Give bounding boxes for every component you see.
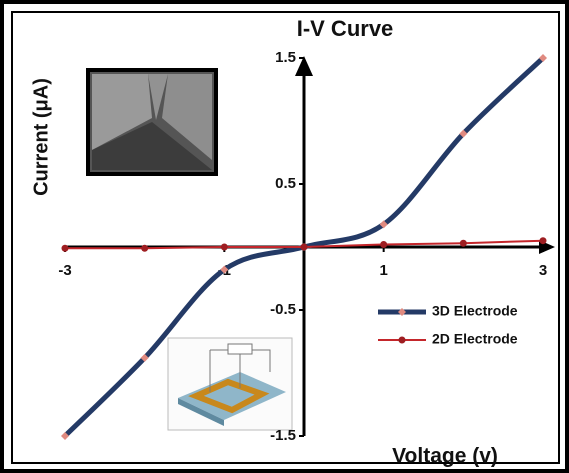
x-tick-label: 1 [379, 262, 387, 279]
data-point [399, 337, 406, 344]
x-axis-label: Voltage (v) [392, 445, 498, 468]
chart-title: I-V Curve [297, 16, 394, 41]
sem-inset [88, 70, 216, 174]
data-point [221, 244, 228, 251]
x-tick-label: 3 [539, 262, 547, 279]
data-point [62, 245, 69, 252]
data-point [460, 240, 467, 247]
data-point [301, 244, 308, 251]
y-tick-label: 0.5 [275, 175, 296, 192]
legend-label: 2D Electrode [432, 331, 518, 347]
data-point [540, 237, 547, 244]
y-tick-label: -0.5 [270, 301, 296, 318]
chart: I-V Curve Voltage (v) Current (μA) -3-11… [0, 0, 569, 473]
data-point [141, 245, 148, 252]
y-tick-label: 1.5 [275, 49, 296, 66]
device-inset [168, 338, 292, 430]
x-tick-label: -3 [58, 262, 71, 279]
data-point [380, 241, 387, 248]
y-tick-label: -1.5 [270, 427, 296, 444]
legend-label: 3D Electrode [432, 303, 518, 319]
y-axis-label: Current (μA) [30, 78, 52, 196]
